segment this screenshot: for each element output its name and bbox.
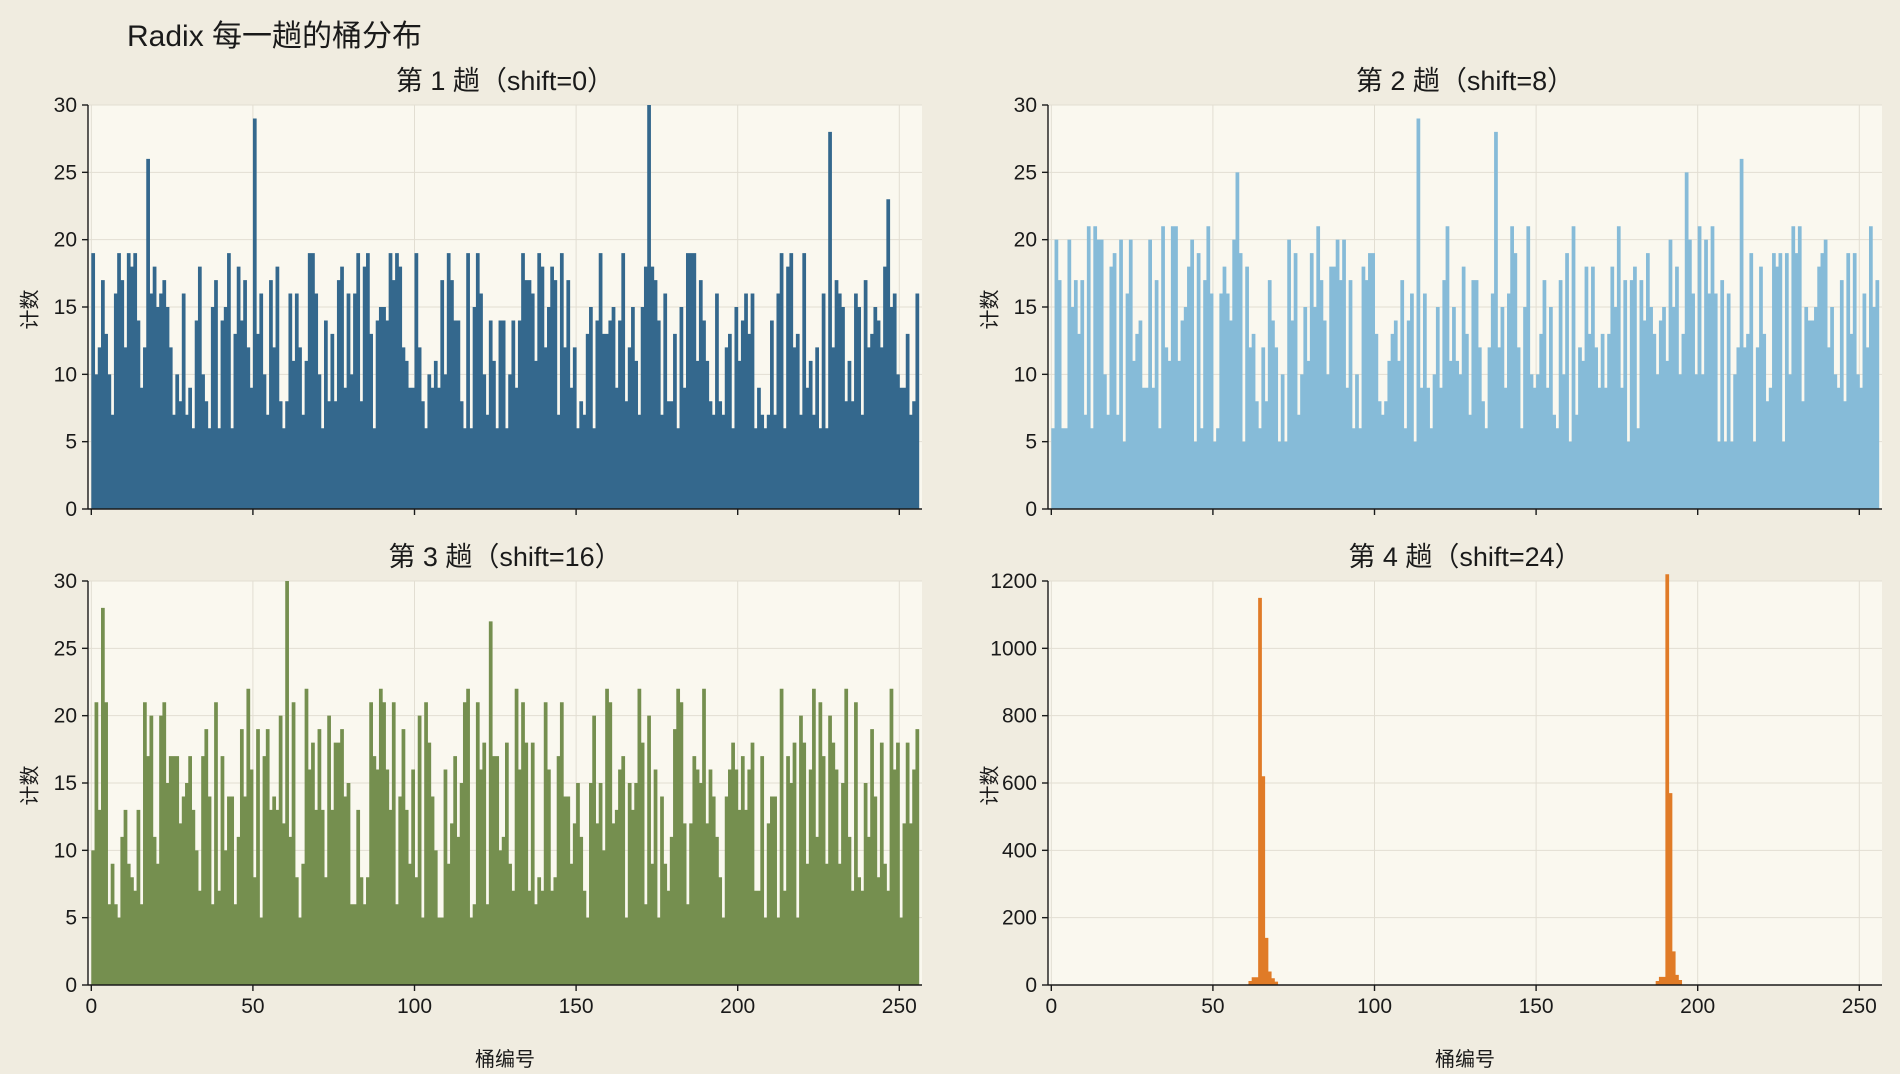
svg-text:250: 250 [1842, 995, 1877, 1018]
svg-text:0: 0 [85, 995, 97, 1018]
svg-text:20: 20 [1014, 229, 1037, 252]
svg-text:15: 15 [1014, 296, 1037, 319]
svg-text:150: 150 [559, 995, 594, 1018]
svg-text:0: 0 [65, 974, 77, 997]
svg-text:20: 20 [54, 705, 77, 728]
svg-text:100: 100 [1357, 995, 1392, 1018]
svg-text:20: 20 [54, 229, 77, 252]
svg-text:250: 250 [882, 995, 917, 1018]
svg-text:5: 5 [65, 431, 77, 454]
svg-text:25: 25 [54, 637, 77, 660]
svg-text:150: 150 [1519, 995, 1554, 1018]
svg-text:50: 50 [241, 995, 264, 1018]
svg-text:25: 25 [1014, 161, 1037, 184]
svg-text:0: 0 [1025, 498, 1037, 521]
svg-text:15: 15 [54, 772, 77, 795]
svg-text:50: 50 [1201, 995, 1224, 1018]
svg-text:0: 0 [1025, 974, 1037, 997]
svg-text:5: 5 [1025, 431, 1037, 454]
svg-text:10: 10 [54, 363, 77, 386]
svg-text:800: 800 [1002, 705, 1037, 728]
svg-text:200: 200 [1002, 907, 1037, 930]
svg-text:1000: 1000 [990, 637, 1037, 660]
svg-text:30: 30 [54, 570, 77, 593]
svg-text:1200: 1200 [990, 570, 1037, 593]
svg-text:30: 30 [1014, 94, 1037, 117]
svg-text:200: 200 [720, 995, 755, 1018]
svg-text:30: 30 [54, 94, 77, 117]
svg-text:600: 600 [1002, 772, 1037, 795]
svg-text:0: 0 [1045, 995, 1057, 1018]
svg-text:15: 15 [54, 296, 77, 319]
svg-text:5: 5 [65, 907, 77, 930]
svg-text:200: 200 [1680, 995, 1715, 1018]
svg-text:10: 10 [1014, 363, 1037, 386]
svg-text:100: 100 [397, 995, 432, 1018]
svg-text:0: 0 [65, 498, 77, 521]
svg-text:400: 400 [1002, 839, 1037, 862]
svg-text:10: 10 [54, 839, 77, 862]
svg-text:25: 25 [54, 161, 77, 184]
